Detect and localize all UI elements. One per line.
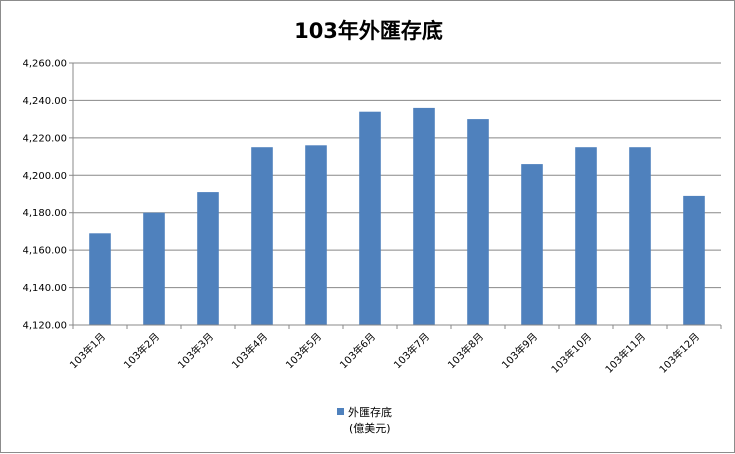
x-tick-label: 103年10月: [548, 330, 594, 376]
y-tick-label: 4,120.00: [22, 321, 67, 332]
x-tick-label: 103年12月: [656, 330, 702, 376]
bar: [521, 164, 543, 325]
bar: [359, 111, 381, 325]
legend-swatch: [337, 408, 344, 415]
x-tick-label: 103年8月: [445, 330, 486, 371]
gridlines: [73, 62, 721, 326]
y-tick-label: 4,140.00: [22, 283, 67, 294]
bar: [575, 147, 597, 325]
bar: [305, 145, 327, 325]
legend-series-name: 外匯存底: [348, 406, 392, 419]
y-tick-label: 4,220.00: [22, 133, 67, 144]
x-tick-label: 103年1月: [67, 330, 108, 371]
y-tick-label: 4,180.00: [22, 208, 67, 219]
legend: 外匯存底 (億美元): [337, 405, 392, 437]
y-axis: 4,120.00 4,140.00 4,160.00 4,180.00 4,200.00…: [22, 59, 74, 332]
bar: [413, 107, 435, 326]
y-tick-label: 4,200.00: [22, 171, 67, 182]
bar: [629, 147, 651, 325]
x-tick-label: 103年6月: [337, 330, 378, 371]
chart-title: 103年外匯存底: [294, 19, 443, 43]
bar: [197, 192, 219, 325]
x-axis: 103年1月 103年2月 103年3月 103年4月 103年5月 103年6月 103年…: [67, 324, 722, 376]
bar: [251, 147, 273, 325]
legend-series-unit: (億美元): [349, 422, 391, 435]
x-tick-label: 103年5月: [283, 330, 324, 371]
bars: [89, 107, 705, 326]
x-tick-label: 103年3月: [175, 330, 216, 371]
x-tick-label: 103年9月: [499, 330, 540, 371]
x-tick-label: 103年11月: [602, 330, 648, 376]
y-tick-label: 4,260.00: [22, 59, 67, 70]
x-tick-label: 103年2月: [121, 330, 162, 371]
bar: [89, 233, 111, 325]
x-tick-label: 103年4月: [229, 330, 270, 371]
y-tick-label: 4,240.00: [22, 96, 67, 107]
y-tick-label: 4,160.00: [22, 246, 67, 257]
bar: [683, 195, 705, 325]
bar: [467, 119, 489, 325]
x-tick-label: 103年7月: [391, 330, 432, 371]
bar: [143, 212, 165, 325]
